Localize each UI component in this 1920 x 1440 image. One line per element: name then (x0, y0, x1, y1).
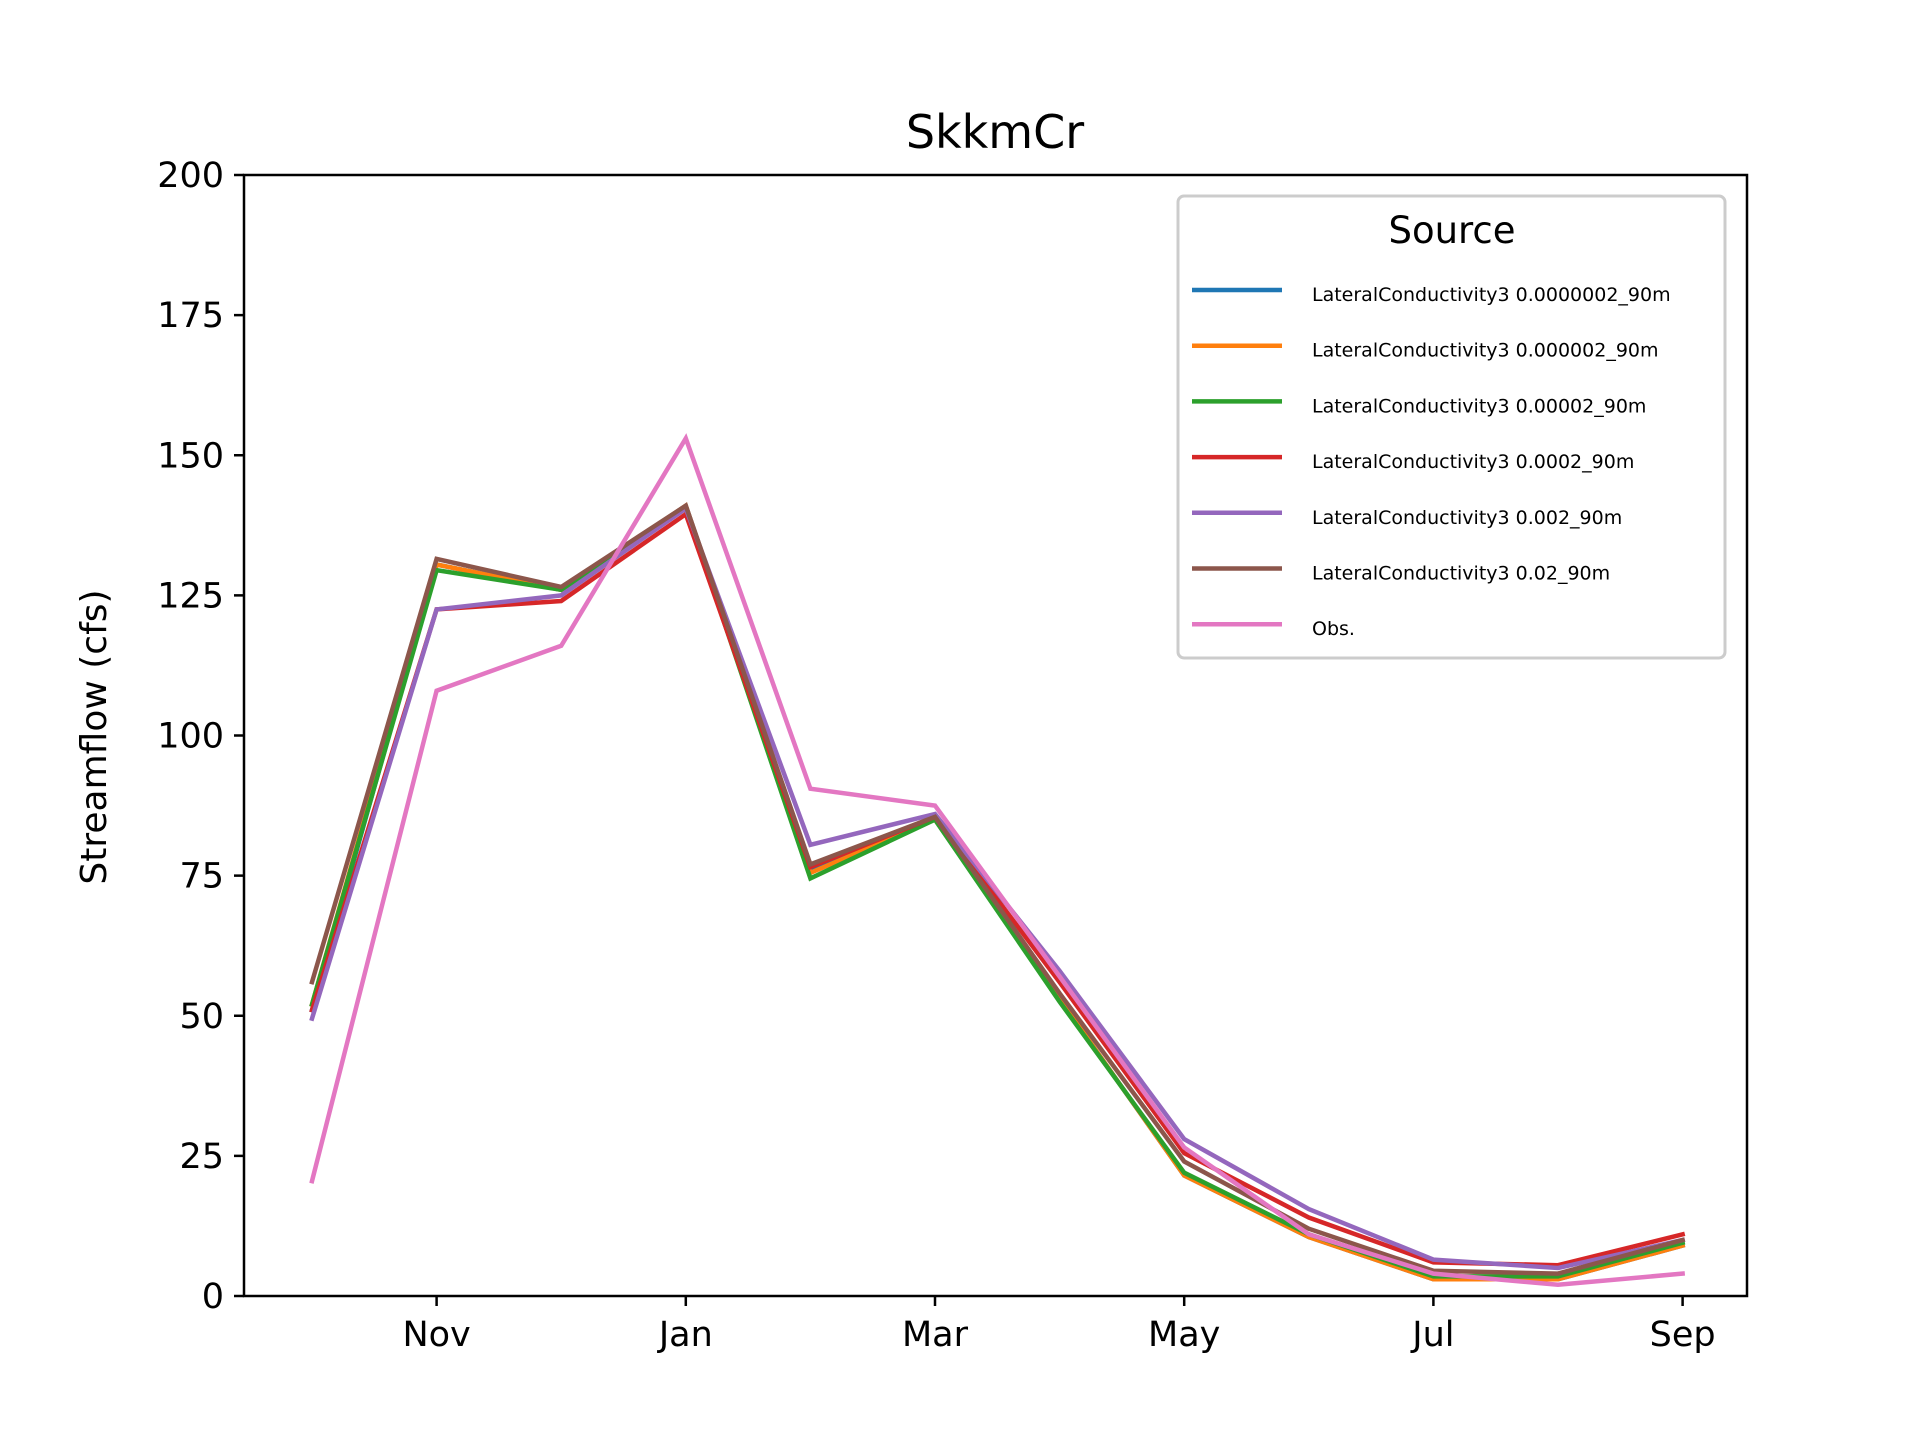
y-tick-label: 75 (179, 857, 224, 897)
legend-label-6: Obs. (1312, 618, 1355, 640)
legend-label-5: LateralConductivity3 0.02_90m (1312, 563, 1610, 585)
y-tick-label: 50 (179, 997, 224, 1037)
legend-label-0: LateralConductivity3 0.0000002_90m (1312, 284, 1671, 306)
y-axis-label: Streamflow (cfs) (74, 589, 115, 884)
legend-label-2: LateralConductivity3 0.00002_90m (1312, 395, 1646, 417)
y-tick-label: 100 (157, 717, 224, 757)
plot-area (309, 433, 1686, 1288)
chart-title: SkkmCr (906, 105, 1084, 159)
y-tick-label: 25 (179, 1137, 224, 1177)
x-tick-label: Sep (1650, 1315, 1716, 1355)
y-tick-label: 150 (157, 436, 224, 476)
legend-label-4: LateralConductivity3 0.002_90m (1312, 507, 1622, 529)
x-tick-label: Jul (1410, 1315, 1454, 1355)
axes: 0 25 50 75 100 125 150 175 200 Nov Jan Mar May Jul Sep (157, 156, 1749, 1355)
legend-title: Source (1388, 209, 1515, 252)
x-tick-label: Nov (402, 1315, 470, 1355)
series-line-5 (309, 502, 1686, 1276)
legend: Source LateralConductivity3 0.0000002_90m… (1176, 194, 1727, 660)
legend-box (1176, 194, 1727, 660)
y-tick-label: 175 (157, 296, 224, 336)
x-tick-label: May (1148, 1315, 1220, 1355)
legend-label-3: LateralConductivity3 0.0002_90m (1312, 451, 1634, 473)
y-tick-label: 125 (157, 576, 224, 616)
x-tick-label: Mar (902, 1315, 969, 1355)
y-tick-label: 0 (202, 1277, 224, 1317)
y-tick-label: 200 (157, 156, 224, 196)
legend-label-1: LateralConductivity3 0.000002_90m (1312, 340, 1659, 362)
x-tick-label: Jan (657, 1315, 713, 1355)
series-line-6 (309, 433, 1686, 1288)
